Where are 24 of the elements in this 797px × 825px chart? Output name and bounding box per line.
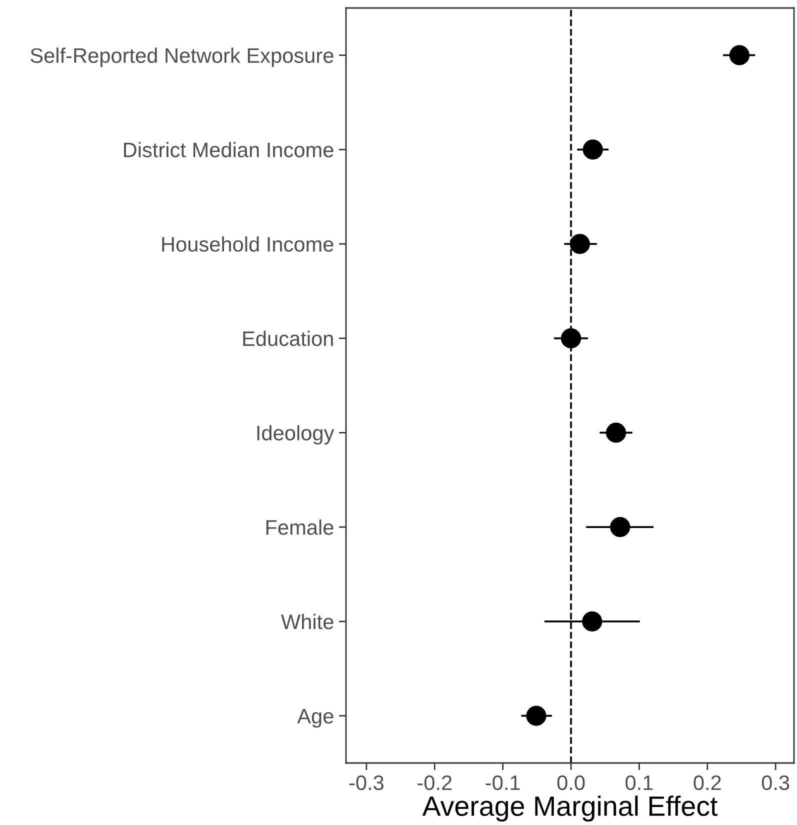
- x-tick-label: 0.2: [694, 775, 721, 790]
- point: [582, 140, 603, 160]
- x-tick-label: -0.3: [349, 775, 384, 790]
- y-tick-label: Household Income: [162, 236, 334, 252]
- y-tick-label: Female: [266, 520, 334, 535]
- x-tick-label: -0.2: [418, 775, 452, 790]
- y-tick-label: Self-Reported Network Exposure: [30, 48, 334, 68]
- x-tick-label: 0.3: [762, 775, 790, 790]
- y-tick-label: White: [281, 614, 334, 630]
- y-tick-label: Ideology: [257, 425, 334, 445]
- point: [606, 422, 626, 443]
- y-tick-label: District Median Income: [124, 142, 334, 158]
- point: [582, 611, 602, 632]
- x-tick-label: 0.1: [626, 775, 653, 790]
- x-tick-label: -0.1: [486, 775, 520, 790]
- y-tick-label: Age: [297, 709, 334, 728]
- y-tick-label: Education: [243, 330, 333, 346]
- point: [560, 328, 582, 348]
- x-axis-title: Average Marginal Effect: [422, 796, 718, 822]
- point: [570, 234, 590, 254]
- point: [729, 45, 750, 66]
- x-tick-label: 0.0: [557, 775, 585, 790]
- point: [526, 706, 546, 726]
- point: [610, 517, 630, 538]
